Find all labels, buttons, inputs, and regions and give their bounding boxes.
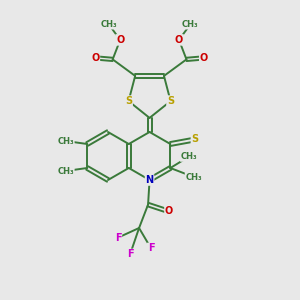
Text: CH₃: CH₃ [100,20,117,29]
Text: O: O [200,53,208,63]
Text: CH₃: CH₃ [57,167,74,176]
Text: O: O [175,35,183,45]
Text: S: S [125,96,132,106]
Text: O: O [165,206,173,217]
Text: F: F [115,232,122,243]
Text: S: S [167,96,174,106]
Text: O: O [91,53,99,63]
Text: N: N [146,175,154,185]
Text: O: O [116,35,124,45]
Text: CH₃: CH₃ [57,136,74,146]
Text: F: F [148,243,154,254]
Text: F: F [127,249,134,260]
Text: CH₃: CH₃ [185,172,202,182]
Text: CH₃: CH₃ [182,20,199,29]
Text: CH₃: CH₃ [181,152,197,161]
Text: S: S [191,134,199,145]
